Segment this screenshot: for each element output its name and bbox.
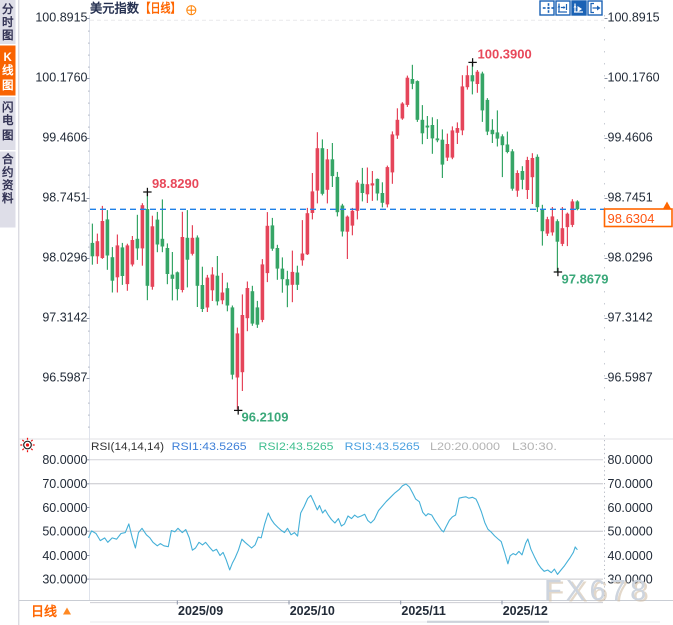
- svg-text:96.2109: 96.2109: [242, 410, 289, 425]
- svg-text:L30:30.: L30:30.: [512, 441, 557, 453]
- svg-text:电: 电: [2, 113, 14, 127]
- svg-text:100.3900: 100.3900: [478, 47, 532, 62]
- svg-text:98.7451: 98.7451: [608, 190, 653, 204]
- svg-text:30.0000: 30.0000: [608, 572, 653, 586]
- svg-text:98.0296: 98.0296: [42, 250, 87, 264]
- svg-text:FX678: FX678: [547, 577, 653, 609]
- svg-text:【日线】: 【日线】: [141, 1, 181, 16]
- svg-text:资: 资: [2, 178, 14, 192]
- svg-text:40.0000: 40.0000: [42, 549, 87, 563]
- svg-text:98.7451: 98.7451: [42, 190, 87, 204]
- svg-text:线: 线: [2, 63, 14, 77]
- svg-text:70.0000: 70.0000: [608, 477, 653, 491]
- svg-text:70.0000: 70.0000: [42, 477, 87, 491]
- svg-text:图: 图: [2, 128, 14, 142]
- svg-text:日线: 日线: [31, 604, 57, 619]
- svg-text:99.4606: 99.4606: [608, 130, 653, 144]
- svg-text:RSI2:43.5265: RSI2:43.5265: [259, 441, 334, 453]
- svg-text:96.5987: 96.5987: [608, 370, 653, 384]
- svg-text:60.0000: 60.0000: [42, 501, 87, 515]
- svg-text:98.0296: 98.0296: [608, 250, 653, 264]
- svg-text:99.4606: 99.4606: [42, 130, 87, 144]
- svg-text:50.0000: 50.0000: [608, 525, 653, 539]
- svg-text:97.3142: 97.3142: [608, 310, 653, 324]
- svg-text:40.0000: 40.0000: [608, 549, 653, 563]
- svg-text:100.8915: 100.8915: [608, 10, 660, 24]
- svg-text:RSI(14,14,14): RSI(14,14,14): [91, 441, 164, 453]
- svg-text:闪: 闪: [2, 100, 14, 114]
- svg-text:RSI1:43.5265: RSI1:43.5265: [172, 441, 247, 453]
- svg-text:L20:20.0000: L20:20.0000: [430, 441, 500, 453]
- svg-text:100.1760: 100.1760: [608, 70, 660, 84]
- svg-text:100.8915: 100.8915: [35, 10, 87, 24]
- svg-text:2025/09: 2025/09: [178, 604, 223, 618]
- svg-text:K: K: [4, 52, 13, 64]
- svg-text:98.6304: 98.6304: [608, 211, 655, 226]
- svg-text:2025/10: 2025/10: [290, 604, 335, 618]
- svg-text:96.5987: 96.5987: [42, 370, 87, 384]
- svg-text:97.8679: 97.8679: [562, 272, 609, 287]
- svg-text:2025/11: 2025/11: [401, 604, 446, 618]
- svg-text:合: 合: [2, 152, 14, 166]
- svg-text:RSI3:43.5265: RSI3:43.5265: [345, 441, 420, 453]
- svg-text:分: 分: [2, 2, 14, 16]
- svg-text:80.0000: 80.0000: [42, 453, 87, 467]
- svg-text:美元指数: 美元指数: [90, 1, 139, 16]
- svg-text:97.3142: 97.3142: [42, 310, 87, 324]
- svg-text:50.0000: 50.0000: [42, 525, 87, 539]
- svg-text:图: 图: [2, 78, 14, 92]
- svg-text:100.1760: 100.1760: [35, 70, 87, 84]
- svg-text:时: 时: [2, 15, 14, 29]
- svg-text:2025/12: 2025/12: [503, 604, 548, 618]
- svg-text:60.0000: 60.0000: [608, 501, 653, 515]
- svg-text:FX678: FX678: [544, 575, 650, 607]
- svg-text:30.0000: 30.0000: [42, 572, 87, 586]
- svg-text:80.0000: 80.0000: [608, 453, 653, 467]
- svg-text:图: 图: [2, 28, 14, 42]
- svg-text:98.8290: 98.8290: [152, 176, 199, 191]
- svg-text:料: 料: [2, 191, 14, 205]
- svg-text:约: 约: [2, 165, 14, 179]
